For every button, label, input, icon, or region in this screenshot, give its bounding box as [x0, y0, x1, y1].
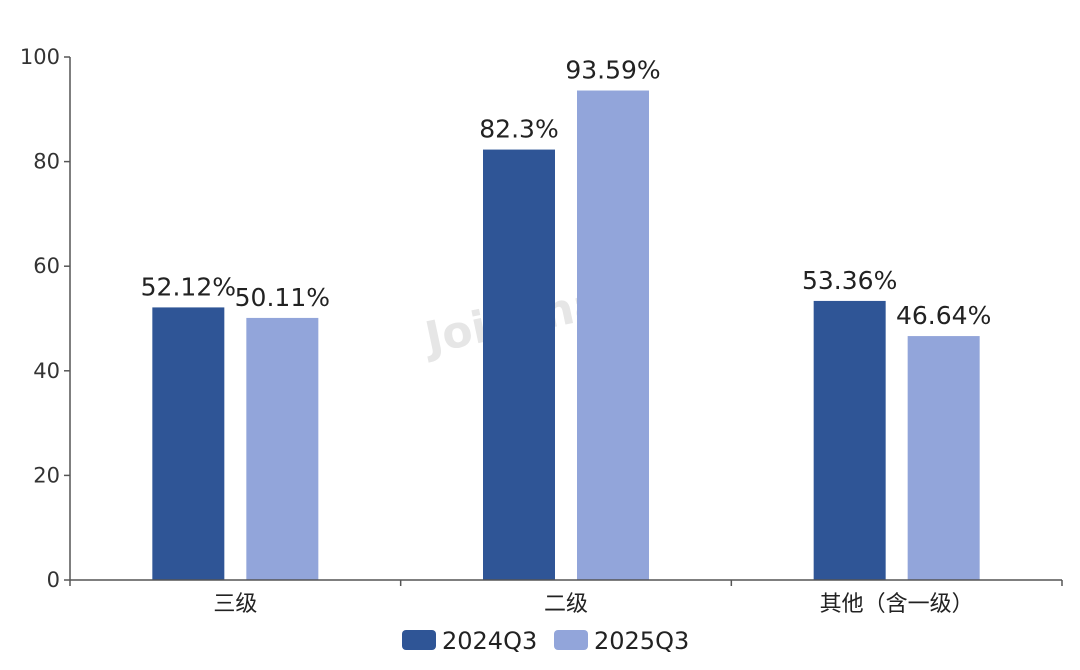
y-tick-label: 40 [33, 359, 60, 383]
bar-2025Q3-1 [577, 90, 649, 581]
x-tick-label: 其他（含一级） [820, 592, 974, 617]
x-tick-label: 三级 [213, 592, 257, 617]
data-label: 50.11% [235, 283, 330, 312]
bar-2024Q3-0 [152, 307, 225, 580]
bar-2024Q3-1 [483, 149, 555, 581]
data-label: 53.36% [802, 266, 897, 295]
legend-label: 2024Q3 [442, 627, 537, 655]
legend-swatch [402, 630, 436, 650]
y-tick-label: 60 [33, 254, 60, 278]
x-axis: 三级 二级 其他（含一级） [69, 580, 1063, 617]
bar-2025Q3-0 [246, 317, 319, 580]
bar-2024Q3-2 [813, 300, 886, 580]
y-axis: 0 20 40 60 80 100 [20, 45, 70, 592]
y-tick-label: 20 [33, 463, 60, 487]
data-labels-layer: 52.12% 82.3% 53.36% 50.11% 93.59% 46.64% [141, 56, 992, 331]
legend-label: 2025Q3 [594, 627, 689, 655]
data-label: 93.59% [565, 56, 660, 85]
y-tick-label: 0 [47, 568, 60, 592]
data-label: 46.64% [896, 301, 991, 330]
bar-2025Q3-2 [907, 336, 980, 580]
x-tick-label: 二级 [544, 592, 588, 617]
data-label: 52.12% [141, 272, 236, 301]
data-label: 82.3% [479, 115, 558, 144]
bars-layer [152, 90, 980, 581]
legend-swatch [554, 630, 588, 650]
legend: 2024Q3 2025Q3 [402, 627, 689, 655]
y-tick-label: 80 [33, 150, 60, 174]
y-tick-label: 100 [20, 45, 60, 69]
